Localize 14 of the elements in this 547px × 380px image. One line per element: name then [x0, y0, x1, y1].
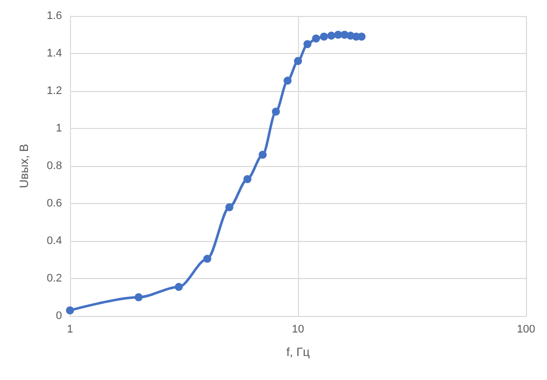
y-tick-label: 1.2: [46, 85, 62, 97]
y-tick-label: 0.8: [46, 160, 62, 172]
x-tick-label: 100: [516, 324, 536, 336]
y-tick-label: 1: [56, 122, 62, 134]
x-axis-title: f, Гц: [286, 345, 310, 359]
y-tick-label: 0.2: [46, 272, 62, 284]
x-tick-label: 10: [292, 324, 304, 336]
y-tick-label: 0.4: [46, 235, 62, 247]
y-tick-label: 0: [56, 310, 62, 322]
y-axis-title: Uвых, В: [17, 144, 31, 188]
y-tick-label: 0.6: [46, 198, 62, 210]
x-tick-label: 1: [66, 324, 74, 336]
y-tick-label: 1.6: [46, 10, 62, 22]
y-tick-label: 1.4: [46, 48, 62, 60]
